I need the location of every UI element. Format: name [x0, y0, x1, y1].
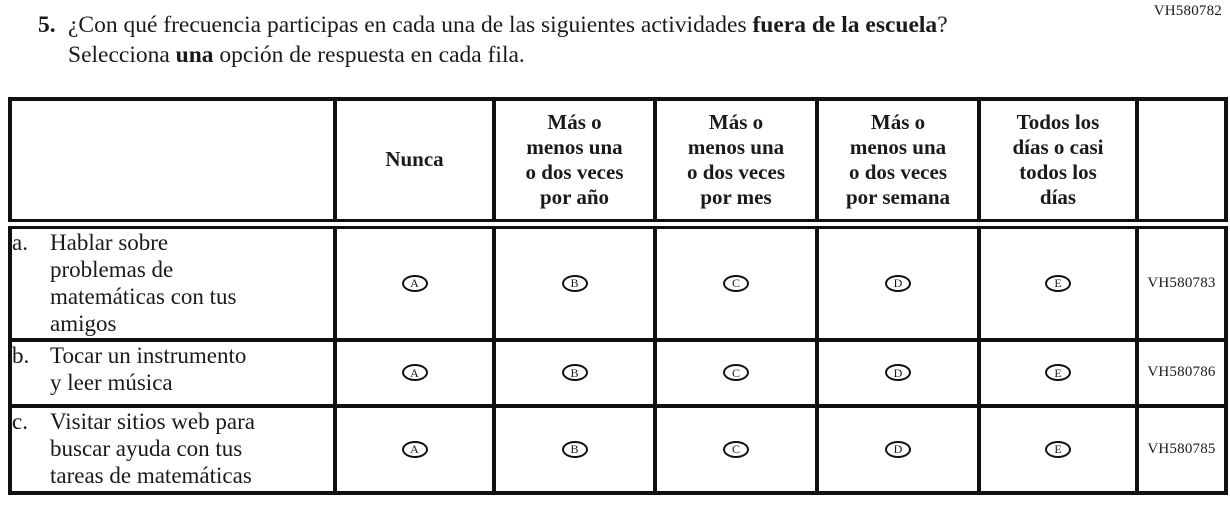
header-nunca: Nunca	[333, 97, 496, 229]
row-c-option-bubble-d[interactable]: D	[885, 440, 911, 458]
row-a-cell-nunca: A	[333, 222, 496, 342]
question-bold2: una	[175, 41, 214, 68]
row-c-option-bubble-e[interactable]: E	[1045, 440, 1071, 458]
row-a-option-bubble-a[interactable]: A	[401, 274, 428, 292]
header-por-semana: Más o menos una o dos veces por semana	[815, 97, 981, 229]
row-a-cell-por-semana: D	[815, 222, 981, 342]
question-block: 5. ¿Con qué frecuencia participas en cad…	[38, 11, 1018, 70]
question-number: 5.	[38, 12, 56, 38]
row-c-cell-todos: E	[977, 403, 1139, 495]
table-row-c: c. Visitar sitios web para buscar ayuda …	[8, 403, 1228, 495]
row-b-cell-nunca: A	[333, 337, 496, 408]
row-a-option-bubble-d[interactable]: D	[885, 274, 911, 292]
row-b-option-bubble-a[interactable]: A	[401, 364, 428, 381]
row-c-cell-por-ano: B	[492, 403, 657, 495]
header-code-blank	[1135, 97, 1228, 229]
table-row-a: a. Hablar sobre problemas de matemáticas…	[8, 222, 1228, 342]
row-b-cell-por-mes: C	[653, 337, 819, 408]
row-a-item-code: VH580783	[1135, 222, 1228, 342]
table-row-b: b. Tocar un instrumento y leer música A …	[8, 337, 1228, 408]
row-b-text: Tocar un instrumento y leer música	[50, 342, 247, 395]
row-b-item-code: VH580786	[1135, 337, 1228, 408]
row-c-option-bubble-b[interactable]: B	[561, 440, 588, 458]
row-c-letter: c.	[12, 408, 28, 434]
question-seg1: ¿Con qué frecuencia participas en cada u…	[68, 12, 753, 38]
row-b-letter: b.	[12, 342, 30, 368]
item-code-top-right: VH580782	[1153, 3, 1222, 19]
row-a-label-cell: a. Hablar sobre problemas de matemáticas…	[8, 222, 337, 342]
row-c-text: Visitar sitios web para buscar ayuda con…	[50, 408, 255, 488]
row-b-option-bubble-e[interactable]: E	[1045, 364, 1071, 381]
row-c-item-code: VH580785	[1135, 403, 1228, 495]
row-c-option-bubble-a[interactable]: A	[401, 440, 428, 458]
row-c-cell-por-mes: C	[653, 403, 819, 495]
row-a-option-bubble-b[interactable]: B	[561, 274, 588, 292]
header-todos-los-dias: Todos los días o casi todos los días	[977, 97, 1139, 229]
question-seg3: opción de respuesta en cada fila.	[213, 41, 525, 68]
header-row: Nunca Más o menos una o dos veces por añ…	[8, 97, 1228, 229]
row-b-option-bubble-b[interactable]: B	[561, 364, 588, 381]
row-b-label-cell: b. Tocar un instrumento y leer música	[8, 337, 337, 408]
row-a-text: Hablar sobre problemas de matemáticas co…	[50, 230, 237, 337]
question-text: ¿Con qué frecuencia participas en cada u…	[68, 11, 1018, 70]
row-a-option-bubble-e[interactable]: E	[1045, 274, 1071, 292]
row-a-cell-todos: E	[977, 222, 1139, 342]
row-b-cell-todos: E	[977, 337, 1139, 408]
row-c-label-cell: c. Visitar sitios web para buscar ayuda …	[8, 403, 337, 495]
row-c-option-bubble-c[interactable]: C	[723, 440, 749, 458]
header-por-mes: Más o menos una o dos veces por mes	[653, 97, 819, 229]
question-bold1: fuera de la escuela	[752, 12, 938, 38]
row-b-cell-por-semana: D	[815, 337, 981, 408]
row-a-letter: a.	[12, 230, 28, 255]
header-activity-blank	[8, 97, 337, 229]
response-grid-table: Nunca Más o menos una o dos veces por añ…	[8, 97, 1228, 495]
question-seg2: ? Selecciona	[68, 12, 948, 68]
row-a-cell-por-ano: B	[492, 222, 657, 342]
row-c-cell-por-semana: D	[815, 403, 981, 495]
row-a-option-bubble-c[interactable]: C	[723, 274, 749, 292]
header-por-ano: Más o menos una o dos veces por año	[492, 97, 657, 229]
row-c-cell-nunca: A	[333, 403, 496, 495]
row-b-option-bubble-c[interactable]: C	[723, 364, 749, 381]
row-a-cell-por-mes: C	[653, 222, 819, 342]
row-b-cell-por-ano: B	[492, 337, 657, 408]
row-b-option-bubble-d[interactable]: D	[885, 364, 911, 381]
